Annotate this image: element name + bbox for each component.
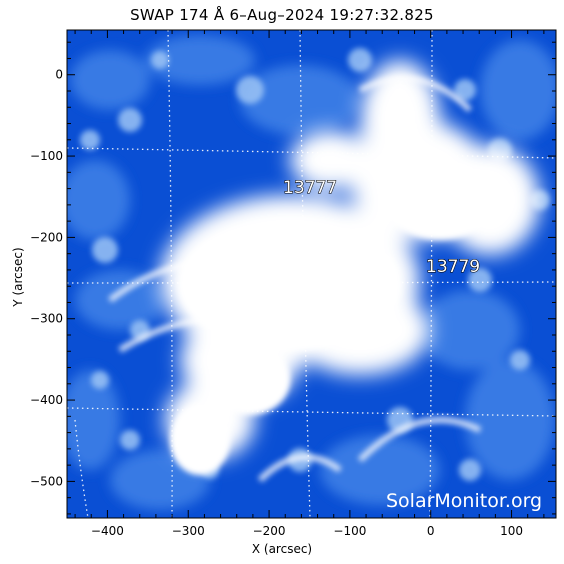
- x-tick-label: −100: [333, 524, 366, 538]
- solar-image: [67, 30, 556, 518]
- y-tick-label: −500: [30, 474, 63, 488]
- y-tick-label: −400: [30, 393, 63, 407]
- y-axis-title: Y (arcsec): [11, 247, 25, 307]
- plot-frame: [66, 29, 557, 519]
- region-label-13777: 13777: [283, 178, 337, 198]
- x-axis-title: X (arcsec): [251, 542, 313, 556]
- y-tick-label: −300: [30, 312, 63, 326]
- watermark: SolarMonitor.org: [386, 490, 542, 512]
- y-tick-label: 0: [55, 68, 63, 82]
- x-tick-label: −200: [253, 524, 286, 538]
- y-tick-label: −200: [30, 230, 63, 244]
- y-tick-label: −100: [30, 149, 63, 163]
- x-tick-label: −300: [172, 524, 205, 538]
- x-tick-label: 100: [500, 524, 523, 538]
- x-tick-label: −400: [91, 524, 124, 538]
- x-tick-label: 0: [427, 524, 435, 538]
- x-axis: −400 −300 −200 −100 0 100: [74, 30, 545, 538]
- y-axis: 0 −100 −200 −300 −400 −500: [30, 41, 556, 515]
- image-title: SWAP 174 Å 6–Aug–2024 19:27:32.825: [130, 6, 434, 24]
- region-label-13779: 13779: [426, 257, 480, 277]
